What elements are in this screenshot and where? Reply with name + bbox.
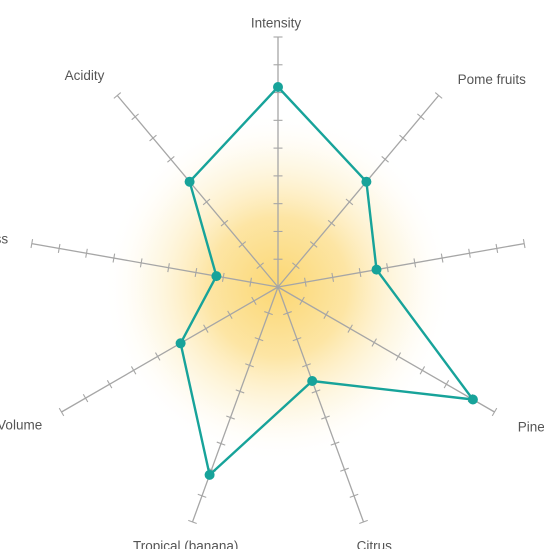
axis-tick — [245, 363, 254, 368]
axis-tick — [399, 134, 407, 142]
axis-tick — [197, 493, 207, 498]
data-point-pineapple — [467, 394, 478, 405]
axis-tick — [359, 519, 368, 524]
axis-tick — [188, 519, 197, 524]
axis-tick — [149, 134, 157, 142]
axis-tick — [112, 253, 116, 263]
axis-tick — [254, 337, 264, 342]
axis-line-acidity — [116, 95, 279, 288]
axis-tick — [347, 324, 353, 333]
axis-label-pome-fruits: Pome fruits — [458, 72, 527, 87]
axis-tick — [57, 243, 61, 253]
axis-line-citrus — [277, 286, 365, 523]
axis-tick — [309, 241, 318, 248]
axis-tick — [167, 156, 175, 163]
axis-tick — [417, 113, 425, 121]
axis-tick — [58, 407, 65, 417]
data-point-pome-fruits — [361, 176, 372, 187]
axis-tick — [304, 277, 307, 287]
axis-tick — [345, 198, 354, 206]
axis-tick — [167, 263, 170, 273]
axis-tick — [340, 467, 349, 472]
axis-tick — [331, 272, 335, 282]
axis-tick — [327, 219, 336, 227]
axis-tick — [358, 268, 362, 278]
axis-tick — [283, 311, 292, 316]
axis-tick — [251, 296, 257, 306]
data-point-volume — [175, 338, 186, 349]
data-point-floral — [371, 264, 382, 275]
axis-tick — [419, 366, 426, 375]
axis-tick — [468, 248, 471, 258]
axis-tick — [522, 239, 526, 249]
axis-tick — [292, 337, 302, 342]
axis-label-intensity: Intensity — [251, 16, 302, 31]
axis-tick — [292, 262, 300, 270]
axis-tick — [321, 415, 330, 420]
axis-tick — [130, 366, 137, 375]
series-line — [179, 85, 475, 477]
axis-tick — [443, 380, 450, 389]
axis-tick — [434, 92, 443, 99]
axis-line-volume — [61, 286, 279, 413]
axis-tick — [82, 393, 89, 403]
axis-tick — [302, 363, 311, 368]
axis-line-floral — [277, 242, 525, 288]
axis-tick — [381, 156, 389, 163]
axis-tick — [495, 243, 499, 253]
axis-tick — [440, 253, 444, 263]
axes-layer — [30, 36, 526, 524]
axis-tick — [194, 268, 198, 278]
axis-tick — [395, 352, 402, 361]
axis-label-citrus: Citrus — [357, 538, 393, 549]
axis-tick — [238, 241, 247, 248]
data-point-silkiness — [211, 271, 222, 282]
axis-tick — [264, 311, 273, 316]
axis-tick — [349, 493, 359, 498]
axis-tick — [311, 389, 321, 394]
axis-tick — [371, 338, 377, 347]
axis-label-pineapple: Pineapple — [518, 420, 544, 435]
axis-line-tropical-banana — [191, 286, 279, 523]
axis-tick — [227, 310, 233, 319]
axis-tick — [249, 277, 252, 287]
axis-tick — [202, 198, 211, 206]
data-point-acidity — [184, 176, 195, 187]
axis-tick — [216, 441, 226, 446]
axis-label-volume: Volume — [0, 418, 42, 433]
axis-label-silkiness: Silkiness — [0, 232, 8, 247]
series-layer — [175, 82, 478, 480]
axis-tick — [491, 407, 498, 417]
axis-line-silkiness — [31, 242, 279, 288]
axis-tick — [139, 258, 143, 268]
axis-line-pome-fruits — [277, 95, 440, 288]
axis-tick — [330, 441, 340, 446]
axis-label-tropical-banana: Tropical (banana) — [133, 538, 238, 549]
axis-tick — [413, 258, 417, 268]
axis-tick — [323, 310, 329, 319]
axis-tick — [220, 219, 229, 227]
data-point-citrus — [307, 376, 318, 386]
axis-tick — [226, 415, 235, 420]
axis-tick — [30, 239, 34, 249]
axis-tick — [256, 262, 264, 270]
axis-tick — [113, 92, 122, 99]
axis-line-pineapple — [277, 286, 495, 413]
axis-tick — [299, 296, 305, 306]
axis-tick — [221, 272, 225, 282]
data-point-intensity — [273, 82, 283, 92]
data-point-tropical-banana — [204, 469, 215, 480]
axis-tick — [154, 352, 161, 361]
axis-tick — [85, 248, 88, 258]
axis-tick — [235, 389, 245, 394]
axis-tick — [131, 113, 139, 121]
axis-tick — [386, 263, 389, 273]
axis-tick — [203, 324, 209, 333]
axis-tick — [106, 380, 113, 389]
axis-label-acidity: Acidity — [65, 68, 105, 83]
